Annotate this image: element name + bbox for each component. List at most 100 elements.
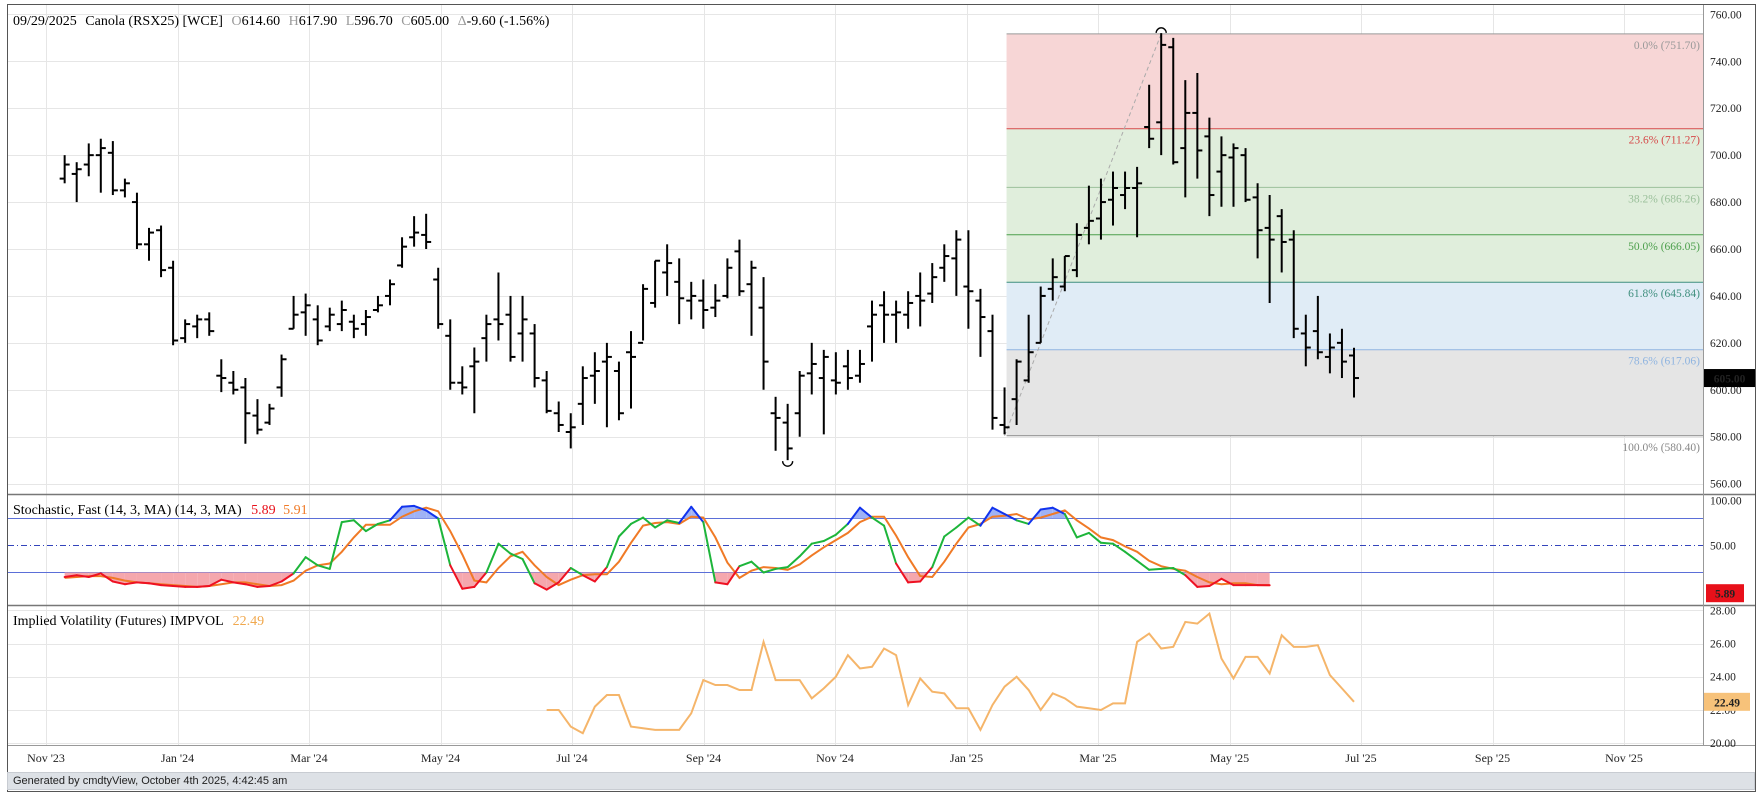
stochastic-k-segment[interactable] xyxy=(1160,567,1175,570)
price-bar[interactable] xyxy=(360,310,371,336)
price-bar[interactable] xyxy=(975,288,986,357)
stochastic-k-segment[interactable] xyxy=(907,580,922,584)
price-bar[interactable] xyxy=(1023,314,1034,383)
price-bar[interactable] xyxy=(409,216,420,247)
stochastic-k-segment[interactable] xyxy=(702,521,717,584)
stochastic-k-segment[interactable] xyxy=(1172,567,1187,577)
price-bar[interactable] xyxy=(348,314,359,339)
price-bar[interactable] xyxy=(95,138,106,193)
stochastic-k-segment[interactable] xyxy=(774,566,789,570)
price-bar[interactable] xyxy=(1047,258,1058,301)
stochastic-k-segment[interactable] xyxy=(437,517,452,567)
impvol-panel[interactable] xyxy=(546,611,1355,735)
stochastic-k-segment[interactable] xyxy=(569,567,584,577)
stochastic-k-segment[interactable] xyxy=(160,584,175,587)
impvol-line[interactable] xyxy=(546,611,1355,735)
price-bar[interactable] xyxy=(891,300,902,343)
price-bar[interactable] xyxy=(1204,117,1215,217)
stochastic-panel[interactable] xyxy=(8,504,1703,591)
stochastic-k-segment[interactable] xyxy=(654,519,669,529)
price-bar[interactable] xyxy=(1083,185,1094,245)
stochastic-k-segment[interactable] xyxy=(389,505,404,522)
price-axis[interactable]: 760.00 740.00 720.00 700.00 680.00 660.00 640.… xyxy=(1704,9,1755,750)
price-bar[interactable] xyxy=(83,143,94,177)
price-bar[interactable] xyxy=(553,401,564,433)
stochastic-k-segment[interactable] xyxy=(967,516,982,527)
stochastic-k-segment[interactable] xyxy=(316,564,331,570)
stochastic-k-segment[interactable] xyxy=(1003,513,1018,522)
price-bar[interactable] xyxy=(1108,171,1118,226)
stochastic-k-segment[interactable] xyxy=(822,533,837,542)
price-bar[interactable] xyxy=(1156,33,1167,156)
price-bar[interactable] xyxy=(397,237,408,268)
price-bar[interactable] xyxy=(119,178,130,198)
price-bar[interactable] xyxy=(192,314,203,339)
price-bar[interactable] xyxy=(1264,195,1275,303)
stochastic-k-segment[interactable] xyxy=(63,574,78,578)
stochastic-k-segment[interactable] xyxy=(220,578,235,584)
price-bars[interactable] xyxy=(59,33,1359,461)
stochastic-k-segment[interactable] xyxy=(292,556,307,575)
price-bar[interactable] xyxy=(806,342,817,395)
price-bar[interactable] xyxy=(1168,37,1179,165)
stochastic-k-segment[interactable] xyxy=(1148,567,1163,571)
price-bar[interactable] xyxy=(842,349,853,390)
price-bar[interactable] xyxy=(710,284,721,318)
stochastic-k-segment[interactable] xyxy=(533,582,548,591)
price-bar[interactable] xyxy=(577,366,588,425)
price-bar[interactable] xyxy=(385,279,395,306)
stochastic-k-segment[interactable] xyxy=(485,542,500,574)
stochastic-k-segment[interactable] xyxy=(798,542,813,558)
price-bar[interactable] xyxy=(1336,328,1347,379)
stochastic-k-segment[interactable] xyxy=(666,519,681,524)
price-bar[interactable] xyxy=(276,354,287,397)
stochastic-k-segment[interactable] xyxy=(208,578,223,587)
price-bar[interactable] xyxy=(951,230,962,296)
price-bar[interactable] xyxy=(421,213,432,249)
date-axis[interactable]: Nov '23 Jan '24 Mar '24 May '24 Jul '24 Sep '… xyxy=(27,751,1643,765)
stochastic-k-segment[interactable] xyxy=(352,519,367,533)
stochastic-k-segment[interactable] xyxy=(196,585,211,588)
price-bar[interactable] xyxy=(782,403,793,461)
price-bar[interactable] xyxy=(1180,80,1191,198)
stochastic-k-segment[interactable] xyxy=(1099,541,1114,545)
price-bar[interactable] xyxy=(433,267,444,329)
price-bar[interactable] xyxy=(252,399,263,435)
stochastic-k-segment[interactable] xyxy=(1039,506,1054,511)
price-bar[interactable] xyxy=(300,293,311,336)
stochastic-k-segment[interactable] xyxy=(738,560,753,568)
stochastic-k-segment[interactable] xyxy=(593,566,608,583)
stochastic-k-segment[interactable] xyxy=(895,562,910,584)
price-bar[interactable] xyxy=(854,349,865,383)
price-bar[interactable] xyxy=(481,314,492,362)
price-bar[interactable] xyxy=(372,295,383,313)
stochastic-k-segment[interactable] xyxy=(244,583,259,588)
price-bar[interactable] xyxy=(59,155,70,184)
stochastic-k-segment[interactable] xyxy=(1027,508,1042,525)
price-bar[interactable] xyxy=(505,295,516,362)
stochastic-k-segment[interactable] xyxy=(726,565,741,586)
price-bar[interactable] xyxy=(1216,136,1227,207)
price-bar[interactable] xyxy=(662,244,673,296)
price-bar[interactable] xyxy=(830,352,841,395)
price-bar[interactable] xyxy=(240,378,251,444)
stochastic-k-segment[interactable] xyxy=(99,572,114,583)
price-bar[interactable] xyxy=(927,263,938,303)
stochastic-k-segment[interactable] xyxy=(75,574,90,578)
stochastic-k-segment[interactable] xyxy=(1063,513,1078,539)
stochastic-k-segment[interactable] xyxy=(1087,531,1102,544)
stochastic-k-segment[interactable] xyxy=(762,567,777,574)
stochastic-k-segment[interactable] xyxy=(557,567,572,584)
price-bar[interactable] xyxy=(1059,255,1070,292)
price-bar[interactable] xyxy=(445,319,456,390)
stochastic-k-segment[interactable] xyxy=(1184,574,1199,588)
stochastic-k-segment[interactable] xyxy=(1136,559,1151,571)
price-bar[interactable] xyxy=(1252,183,1263,259)
stochastic-k-segment[interactable] xyxy=(123,581,138,586)
stochastic-k-segment[interactable] xyxy=(148,582,163,587)
stochastic-k-segment[interactable] xyxy=(376,519,391,525)
stochastic-k-segment[interactable] xyxy=(834,522,849,536)
price-bar[interactable] xyxy=(722,258,733,299)
stochastic-k-segment[interactable] xyxy=(955,516,970,529)
